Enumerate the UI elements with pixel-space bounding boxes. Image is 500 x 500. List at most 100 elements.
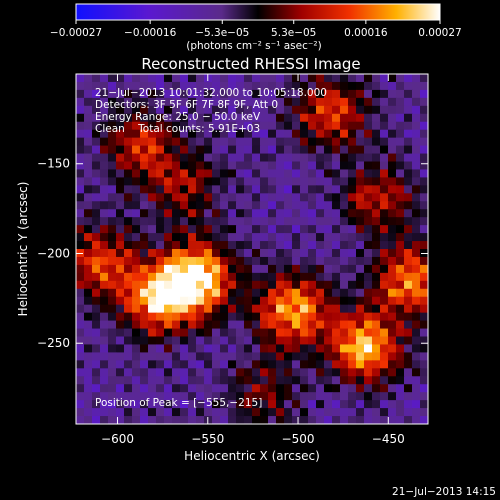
heatmap-cell — [156, 121, 165, 131]
heatmap-cell — [132, 256, 141, 266]
heatmap-cell — [84, 97, 93, 107]
heatmap-cell — [140, 113, 149, 123]
heatmap-cell — [228, 400, 237, 409]
heatmap-cell — [388, 81, 397, 91]
heatmap-cell — [244, 304, 253, 314]
heatmap-cell — [276, 400, 285, 409]
heatmap-cell — [220, 121, 229, 131]
heatmap-cell — [364, 137, 373, 147]
heatmap-cell — [396, 360, 405, 369]
heatmap-cell — [204, 153, 213, 163]
heatmap-cell — [148, 153, 157, 163]
heatmap-cell — [196, 400, 205, 409]
heatmap-cell — [164, 272, 173, 282]
heatmap-cell — [420, 376, 428, 385]
heatmap-cell — [284, 241, 293, 250]
heatmap-cell — [228, 177, 237, 186]
heatmap-cell — [244, 280, 253, 290]
heatmap-cell — [76, 264, 85, 274]
heatmap-cell — [220, 384, 229, 393]
heatmap-cell — [268, 416, 277, 424]
heatmap-cell — [260, 400, 269, 409]
heatmap-cell — [348, 217, 357, 226]
heatmap-cell — [308, 264, 317, 274]
heatmap-cell — [260, 256, 269, 266]
heatmap-cell — [108, 129, 117, 139]
heatmap-cell — [76, 241, 85, 250]
heatmap-cell — [236, 113, 245, 123]
heatmap-cell — [396, 137, 405, 147]
heatmap-cell — [244, 400, 253, 409]
heatmap-cell — [372, 288, 381, 298]
heatmap-cell — [116, 368, 125, 377]
heatmap-cell — [412, 288, 421, 298]
heatmap-cell — [340, 217, 349, 226]
heatmap-cell — [308, 161, 317, 171]
heatmap-cell — [412, 145, 421, 155]
heatmap-cell — [388, 129, 397, 139]
x-axis-label: Heliocentric X (arcsec) — [184, 449, 320, 463]
heatmap-cell — [316, 97, 325, 107]
heatmap-cell — [156, 256, 165, 266]
heatmap-cell — [340, 225, 349, 234]
heatmap-cell — [412, 201, 421, 210]
heatmap-cell — [404, 304, 413, 314]
heatmap-cell — [324, 408, 333, 417]
heatmap-cell — [244, 97, 253, 107]
peak-position-label: Position of Peak = [−555,−215] — [95, 397, 262, 409]
heatmap-cell — [356, 137, 365, 147]
heatmap-cell — [84, 256, 93, 266]
heatmap-cell — [188, 129, 197, 139]
heatmap-cell — [340, 296, 349, 306]
heatmap-cell — [108, 89, 117, 99]
heatmap-cell — [284, 336, 293, 346]
heatmap-cell — [388, 328, 397, 338]
heatmap-cell — [316, 153, 325, 163]
heatmap-cell — [236, 256, 245, 266]
heatmap-cell — [276, 209, 285, 218]
heatmap-cell — [260, 153, 269, 163]
heatmap-cell — [100, 97, 109, 107]
heatmap-cell — [284, 201, 293, 210]
heatmap-cell — [260, 264, 269, 274]
heatmap-cell — [404, 113, 413, 123]
heatmap-cell — [388, 272, 397, 282]
heatmap-cell — [404, 320, 413, 330]
heatmap-cell — [156, 368, 165, 377]
heatmap-cell — [204, 74, 213, 83]
heatmap-cell — [292, 328, 301, 338]
heatmap-cell — [132, 74, 141, 83]
heatmap-cell — [228, 352, 237, 361]
heatmap-cell — [84, 392, 93, 401]
heatmap-cell — [172, 209, 181, 218]
heatmap-cell — [156, 312, 165, 322]
heatmap-cell — [124, 288, 133, 298]
heatmap-cell — [292, 272, 301, 282]
heatmap-cell — [204, 272, 213, 282]
heatmap-cell — [212, 137, 221, 147]
heatmap-cell — [188, 408, 197, 417]
heatmap-cell — [364, 241, 373, 250]
heatmap-cell — [148, 296, 157, 306]
heatmap-cell — [300, 105, 309, 115]
heatmap-cell — [212, 97, 221, 107]
heatmap-cell — [340, 81, 349, 91]
heatmap-cell — [140, 296, 149, 306]
heatmap-cell — [116, 376, 125, 385]
heatmap-cell — [100, 129, 109, 139]
heatmap-cell — [204, 336, 213, 346]
heatmap-cell — [276, 408, 285, 417]
heatmap-cell — [124, 97, 133, 107]
heatmap-cell — [316, 336, 325, 346]
heatmap-cell — [308, 225, 317, 234]
heatmap-cell — [84, 368, 93, 377]
heatmap-cell — [308, 360, 317, 369]
heatmap-cell — [284, 328, 293, 338]
heatmap-cell — [292, 233, 301, 242]
x-tick-label: −550 — [191, 432, 224, 446]
heatmap-cell — [404, 225, 413, 234]
heatmap-cell — [396, 272, 405, 282]
heatmap-cell — [316, 272, 325, 282]
heatmap-cell — [100, 89, 109, 99]
heatmap-cell — [388, 376, 397, 385]
